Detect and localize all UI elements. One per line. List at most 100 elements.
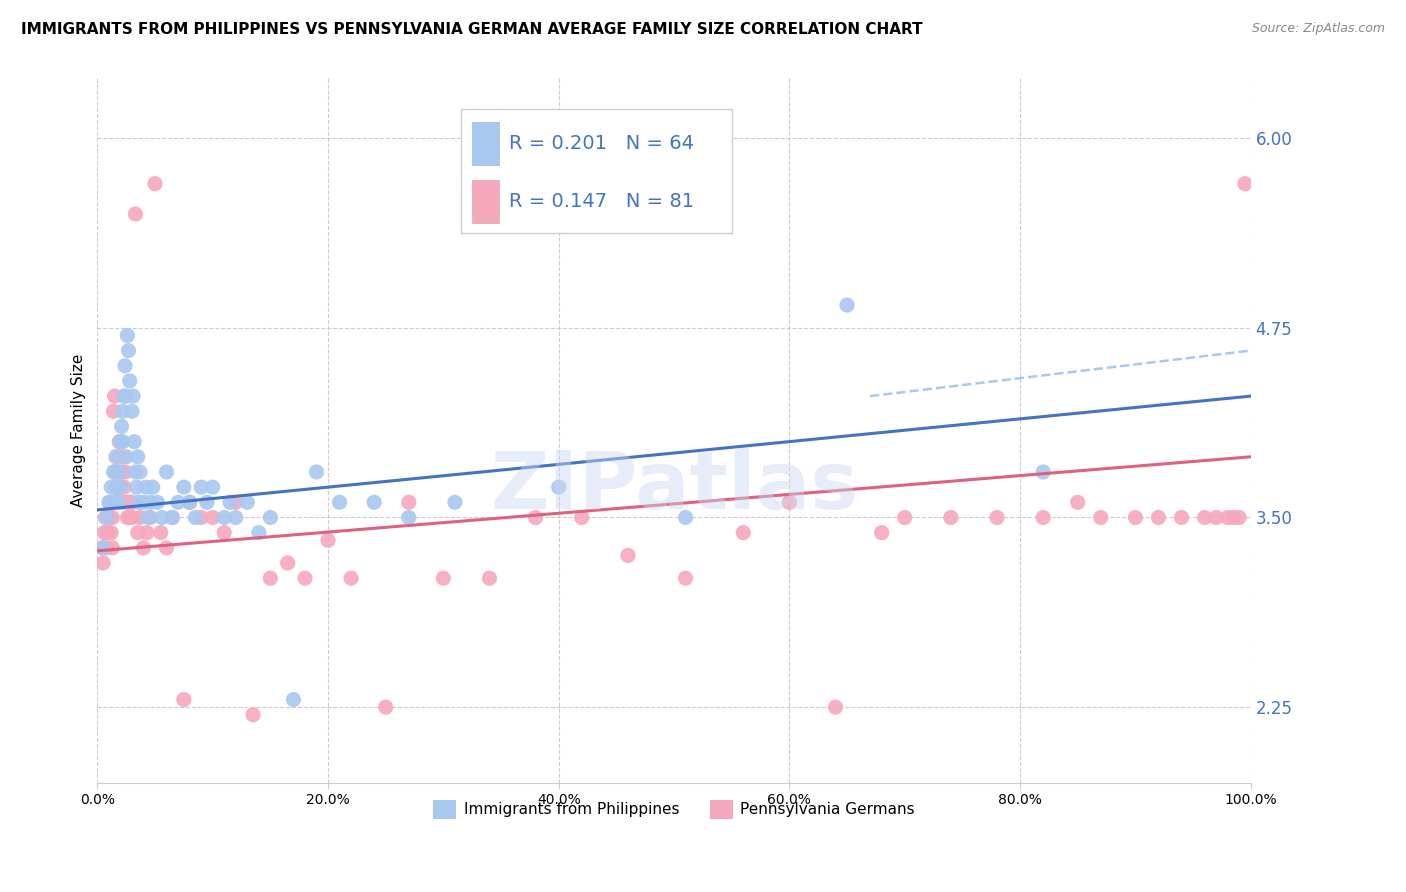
Point xyxy=(478,571,501,585)
Point xyxy=(149,525,172,540)
Point xyxy=(91,541,114,555)
Point xyxy=(432,571,454,585)
Point xyxy=(121,404,143,418)
Point xyxy=(96,541,118,555)
Point xyxy=(190,510,212,524)
Point xyxy=(162,510,184,524)
Point xyxy=(112,389,135,403)
Point xyxy=(155,465,177,479)
Point xyxy=(247,525,270,540)
Point xyxy=(316,533,339,548)
Point xyxy=(112,480,135,494)
Point xyxy=(835,298,858,312)
Point xyxy=(173,480,195,494)
Point xyxy=(136,525,159,540)
Point xyxy=(118,374,141,388)
Point xyxy=(524,510,547,524)
Point xyxy=(132,541,155,555)
Text: IMMIGRANTS FROM PHILIPPINES VS PENNSYLVANIA GERMAN AVERAGE FAMILY SIZE CORRELATI: IMMIGRANTS FROM PHILIPPINES VS PENNSYLVA… xyxy=(21,22,922,37)
Point xyxy=(117,343,139,358)
Point xyxy=(305,465,328,479)
Point xyxy=(107,480,129,494)
Point xyxy=(128,495,150,509)
Point xyxy=(162,510,184,524)
Point xyxy=(135,480,157,494)
Point xyxy=(675,571,697,585)
Point xyxy=(104,495,127,509)
Point xyxy=(93,525,115,540)
Point xyxy=(179,495,201,509)
Point xyxy=(139,495,162,509)
Point xyxy=(101,510,124,524)
Point xyxy=(1227,510,1250,524)
Point xyxy=(124,207,146,221)
Point xyxy=(283,692,305,706)
Point xyxy=(155,541,177,555)
Point xyxy=(110,419,132,434)
Point xyxy=(118,510,141,524)
Point xyxy=(115,389,138,403)
Point xyxy=(115,450,138,464)
Legend: Immigrants from Philippines, Pennsylvania Germans: Immigrants from Philippines, Pennsylvani… xyxy=(427,794,921,825)
Point xyxy=(91,556,114,570)
Point xyxy=(115,495,138,509)
Point xyxy=(1216,510,1239,524)
Point xyxy=(143,177,166,191)
Point xyxy=(824,700,846,714)
Point xyxy=(219,495,242,509)
Point xyxy=(1222,510,1244,524)
Point xyxy=(129,465,152,479)
Point xyxy=(94,510,117,524)
Point xyxy=(97,510,120,524)
Point xyxy=(617,549,640,563)
Point xyxy=(1032,510,1054,524)
Point xyxy=(104,480,127,494)
Point xyxy=(139,510,162,524)
Point xyxy=(142,480,165,494)
Point xyxy=(236,495,259,509)
Point xyxy=(1125,510,1147,524)
Point xyxy=(132,495,155,509)
Point xyxy=(374,700,396,714)
Point xyxy=(104,495,127,509)
Point xyxy=(242,707,264,722)
Point xyxy=(97,495,120,509)
Point xyxy=(1067,495,1090,509)
Point xyxy=(398,495,420,509)
Point xyxy=(150,510,173,524)
Point xyxy=(136,510,159,524)
Point xyxy=(190,480,212,494)
Point xyxy=(117,510,139,524)
Point xyxy=(1090,510,1112,524)
Point xyxy=(107,450,129,464)
Point xyxy=(294,571,316,585)
Point xyxy=(110,480,132,494)
Point xyxy=(733,525,755,540)
Point xyxy=(122,434,145,449)
Point xyxy=(1194,510,1216,524)
Point xyxy=(444,495,467,509)
Point xyxy=(101,541,124,555)
Point xyxy=(778,495,800,509)
Point xyxy=(212,525,235,540)
Y-axis label: Average Family Size: Average Family Size xyxy=(72,353,86,507)
Point xyxy=(212,510,235,524)
Point xyxy=(259,571,281,585)
Point xyxy=(939,510,962,524)
Point xyxy=(1233,177,1256,191)
Point xyxy=(127,450,149,464)
Point xyxy=(110,465,132,479)
Point xyxy=(117,328,139,343)
Point xyxy=(103,465,125,479)
Text: Source: ZipAtlas.com: Source: ZipAtlas.com xyxy=(1251,22,1385,36)
Point xyxy=(259,510,281,524)
Point xyxy=(114,465,136,479)
Point xyxy=(201,480,224,494)
Point xyxy=(120,495,142,509)
Text: ZIPatlas: ZIPatlas xyxy=(489,448,858,525)
Point xyxy=(111,495,134,509)
Point xyxy=(167,495,190,509)
Point xyxy=(125,480,148,494)
Point xyxy=(124,465,146,479)
Point xyxy=(277,556,299,570)
